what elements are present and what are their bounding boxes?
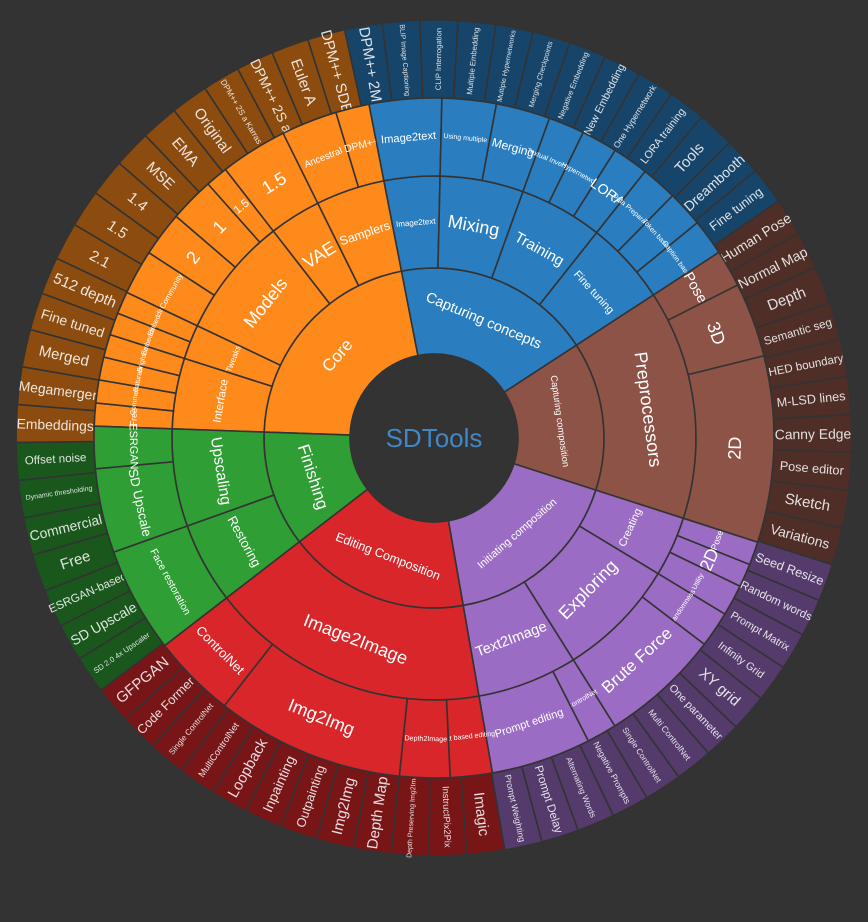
label-depth-preserving-img2img: Depth Preserving Img2Img — [406, 775, 418, 859]
label-esrgan: ESRGAN — [126, 423, 139, 469]
label-imagic: Imagic — [470, 791, 492, 837]
label-m-lsd-lines: M-LSD lines — [776, 389, 846, 410]
segment-esrgan — [93, 425, 174, 470]
label-canny-edge: Canny Edge — [775, 426, 852, 443]
center-label: SDTools — [386, 423, 483, 453]
label-offset-noise: Offset noise — [24, 451, 86, 467]
label-clip-interrogation: CLIP Interrogation — [434, 28, 444, 90]
label-pose-editor: Pose editor — [779, 459, 845, 478]
label-image2text: Image2text — [380, 130, 437, 147]
label-embeddings: Embeddings — [16, 415, 94, 434]
label-instructpix2pix: InstructPix2Pix — [441, 786, 453, 848]
label-depth2image: Depth2Image — [404, 734, 447, 743]
label-free: Free — [128, 408, 139, 427]
label-image2text: Image2text — [396, 217, 437, 229]
label-2d: 2D — [724, 436, 745, 460]
label-using-multiple: Using multiple — [443, 133, 488, 145]
center-hole — [350, 354, 518, 522]
